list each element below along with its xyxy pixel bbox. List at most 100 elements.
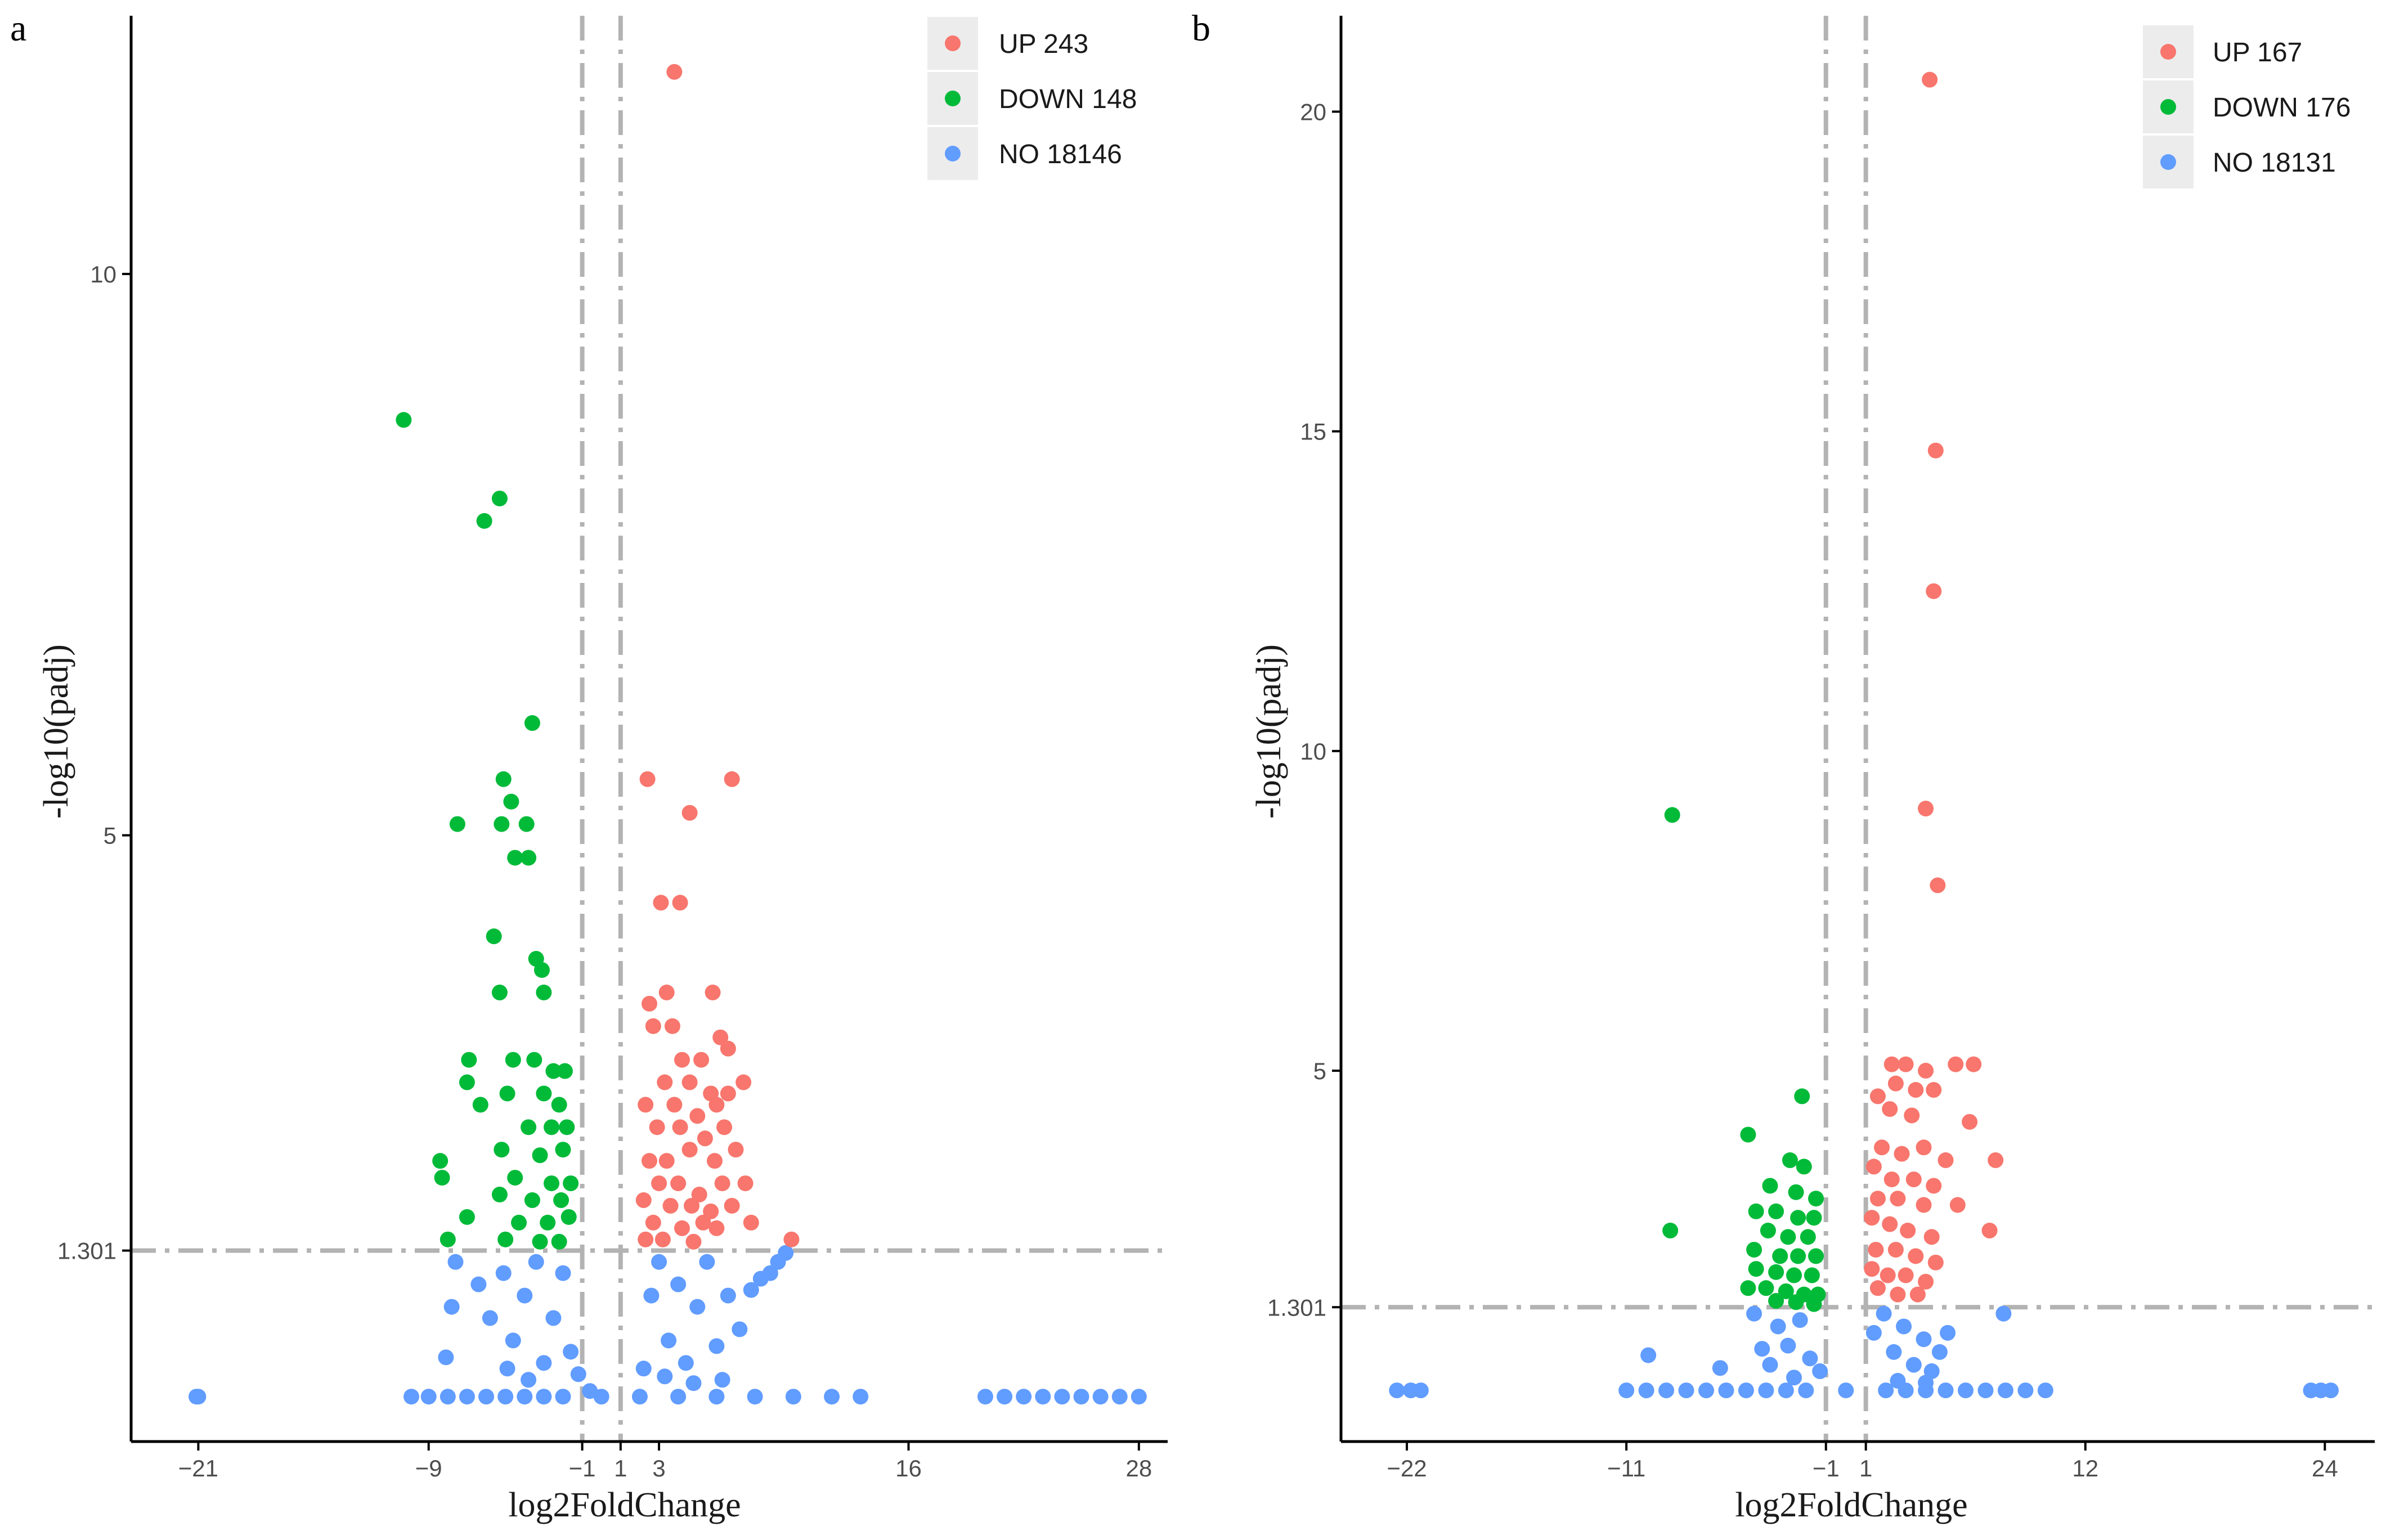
data-point-no [708, 1338, 725, 1354]
data-point-down [532, 1233, 548, 1250]
data-point-no [517, 1287, 533, 1304]
data-point-up [737, 1175, 754, 1192]
data-point-no [536, 1389, 552, 1405]
data-point-no [505, 1332, 521, 1349]
data-point-down [1768, 1203, 1784, 1219]
data-point-up [1962, 1114, 1978, 1130]
data-point-up [712, 1029, 729, 1045]
data-point-up [681, 1142, 698, 1158]
data-point-down [557, 1063, 573, 1079]
data-point-down [1782, 1152, 1798, 1169]
data-point-down [563, 1175, 579, 1192]
data-point-up [724, 1197, 740, 1214]
data-point-up [716, 1119, 733, 1135]
data-point-down [536, 1085, 552, 1102]
data-point-up [672, 1119, 688, 1135]
data-point-up [695, 1214, 711, 1231]
data-point-down [1768, 1293, 1784, 1309]
data-point-no [643, 1287, 660, 1304]
data-point-no [997, 1389, 1013, 1405]
x-tick-label: −21 [178, 1455, 218, 1481]
data-point-up [635, 1192, 652, 1209]
data-point-up [1880, 1267, 1896, 1283]
panel-b-y-axis-title: -log10(padj) [1250, 644, 1288, 819]
data-point-no [443, 1299, 460, 1315]
data-point-up [681, 1074, 698, 1090]
data-point-no [1916, 1331, 1932, 1348]
data-point-no [1780, 1337, 1796, 1354]
data-point-down [521, 1119, 537, 1135]
data-point-no [1770, 1318, 1786, 1335]
data-point-up [1874, 1139, 1890, 1156]
data-point-down [449, 816, 465, 832]
data-point-up [1904, 1107, 1920, 1124]
data-point-no [1131, 1389, 1147, 1405]
data-point-no [1876, 1305, 1892, 1322]
data-point-no [1389, 1382, 1405, 1399]
data-point-down [1762, 1178, 1778, 1194]
data-point-up [708, 1097, 725, 1113]
data-point-down [1760, 1223, 1776, 1239]
data-point-down [495, 771, 512, 787]
data-point-no [1762, 1357, 1778, 1373]
data-point-no [438, 1349, 454, 1366]
data-point-down [1808, 1191, 1824, 1207]
data-point-no [2037, 1382, 2053, 1399]
x-tick-label: −11 [1607, 1455, 1645, 1481]
data-point-up [1887, 1242, 1904, 1258]
data-point-up [1900, 1223, 1916, 1239]
data-point-down [476, 513, 492, 529]
data-point-up [1927, 1254, 1944, 1270]
data-point-down [1778, 1283, 1794, 1299]
data-point-up [639, 771, 656, 787]
data-point-no [1896, 1318, 1912, 1335]
data-point-no [582, 1383, 598, 1399]
data-point-up [672, 895, 688, 911]
data-point-up [697, 1130, 713, 1147]
data-point-up [1869, 1280, 1886, 1296]
panel-b-x-axis-title: log2FoldChange [1735, 1486, 1967, 1524]
legend-down-marker [945, 91, 961, 106]
data-point-down [1768, 1264, 1784, 1280]
data-point-no [563, 1344, 579, 1360]
data-point-no [1054, 1389, 1070, 1405]
data-point-up [1926, 1178, 1942, 1194]
data-point-up [642, 1153, 657, 1169]
data-point-up [1918, 1062, 1934, 1079]
data-point-up [1988, 1152, 2004, 1169]
data-point-no [521, 1372, 537, 1388]
data-point-down [1806, 1210, 1822, 1226]
data-point-down [1772, 1248, 1788, 1264]
data-point-no [1905, 1357, 1922, 1373]
data-point-up [1966, 1056, 1982, 1072]
data-point-down [396, 412, 412, 428]
panel-a-legend: UP 243 DOWN 148 NO 18146 [927, 17, 1137, 180]
legend-down-marker [2160, 99, 2176, 115]
data-point-up [1916, 1197, 1932, 1213]
data-point-no [1698, 1382, 1714, 1399]
data-point-no [1618, 1382, 1635, 1399]
legend-up-label: UP 167 [2213, 38, 2302, 68]
panel-a-threshold-lines [131, 16, 1168, 1442]
data-point-down [432, 1153, 449, 1169]
panel-b-x-ticks: −22 −11 −1 1 12 24 [1387, 1442, 2338, 1481]
data-point-up [714, 1175, 730, 1192]
data-point-down [555, 1142, 571, 1158]
y-tick-label: 20 [1300, 98, 1326, 125]
data-point-down [494, 1142, 510, 1158]
data-point-up [649, 1119, 665, 1135]
data-point-down [505, 1052, 521, 1068]
data-point-up [1930, 877, 1946, 894]
data-point-no [439, 1389, 456, 1405]
legend-up-marker [2160, 44, 2176, 60]
data-point-up [638, 1231, 654, 1247]
data-point-no [661, 1332, 677, 1349]
data-point-no [720, 1287, 736, 1304]
data-point-down [1800, 1229, 1816, 1245]
data-point-no [762, 1265, 778, 1281]
data-point-no [470, 1276, 487, 1292]
data-point-down [544, 1119, 560, 1135]
data-point-down [459, 1209, 475, 1225]
data-point-down [521, 850, 537, 866]
data-point-down [1786, 1267, 1802, 1283]
